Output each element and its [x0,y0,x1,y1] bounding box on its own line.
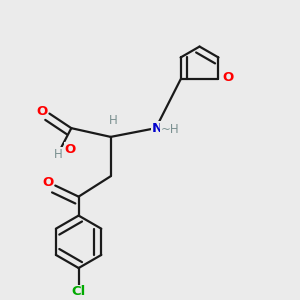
Text: H: H [54,148,63,160]
Text: H: H [109,114,118,128]
Text: N: N [152,122,163,135]
Text: O: O [222,71,233,84]
Text: ~H: ~H [160,123,179,136]
Text: O: O [64,142,76,156]
Text: O: O [42,176,54,189]
Text: O: O [37,105,48,118]
Text: Cl: Cl [71,285,86,298]
